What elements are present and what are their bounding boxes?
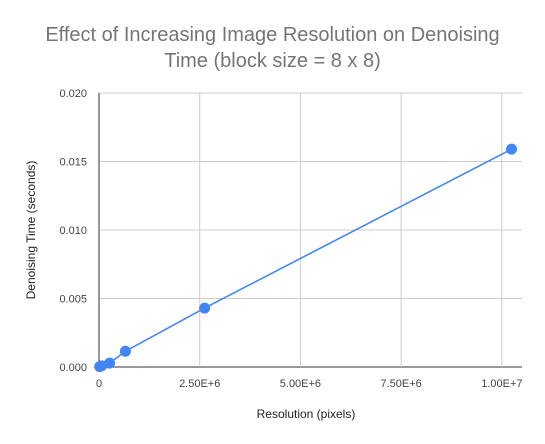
x-tick-label: 0 [96, 378, 102, 390]
trendline-layer [99, 148, 512, 368]
x-tick-label: 2.50E+6 [179, 378, 220, 390]
x-axis-label: Resolution (pixels) [257, 407, 356, 421]
grid [98, 92, 522, 368]
data-point [199, 302, 211, 314]
x-tick-label: 5.00E+6 [280, 378, 321, 390]
chart-title-line-2: Time (block size = 8 x 8) [164, 50, 381, 72]
y-tick-label: 0.015 [59, 157, 87, 169]
y-axis-label: Denoising Time (seconds) [24, 161, 38, 300]
y-tick-label: 0.020 [59, 88, 87, 100]
data-point [506, 143, 518, 155]
data-point [119, 345, 131, 357]
y-tick-label: 0.010 [59, 225, 87, 237]
data-point [104, 357, 116, 369]
chart-title: Effect of Increasing Image Resolution on… [0, 22, 545, 74]
chart-title-line-1: Effect of Increasing Image Resolution on… [45, 24, 500, 46]
y-tick-label: 0.005 [59, 294, 87, 306]
x-tick-label: 1.00E+7 [481, 378, 522, 390]
data-points [94, 143, 518, 373]
x-tick-label: 7.50E+6 [380, 378, 421, 390]
y-tick-label: 0.000 [59, 362, 87, 374]
tick-labels: 0.000 0.005 0.010 0.015 0.020 0 2.50E+6 5.00E+6… [59, 88, 522, 390]
series-line [99, 148, 512, 368]
